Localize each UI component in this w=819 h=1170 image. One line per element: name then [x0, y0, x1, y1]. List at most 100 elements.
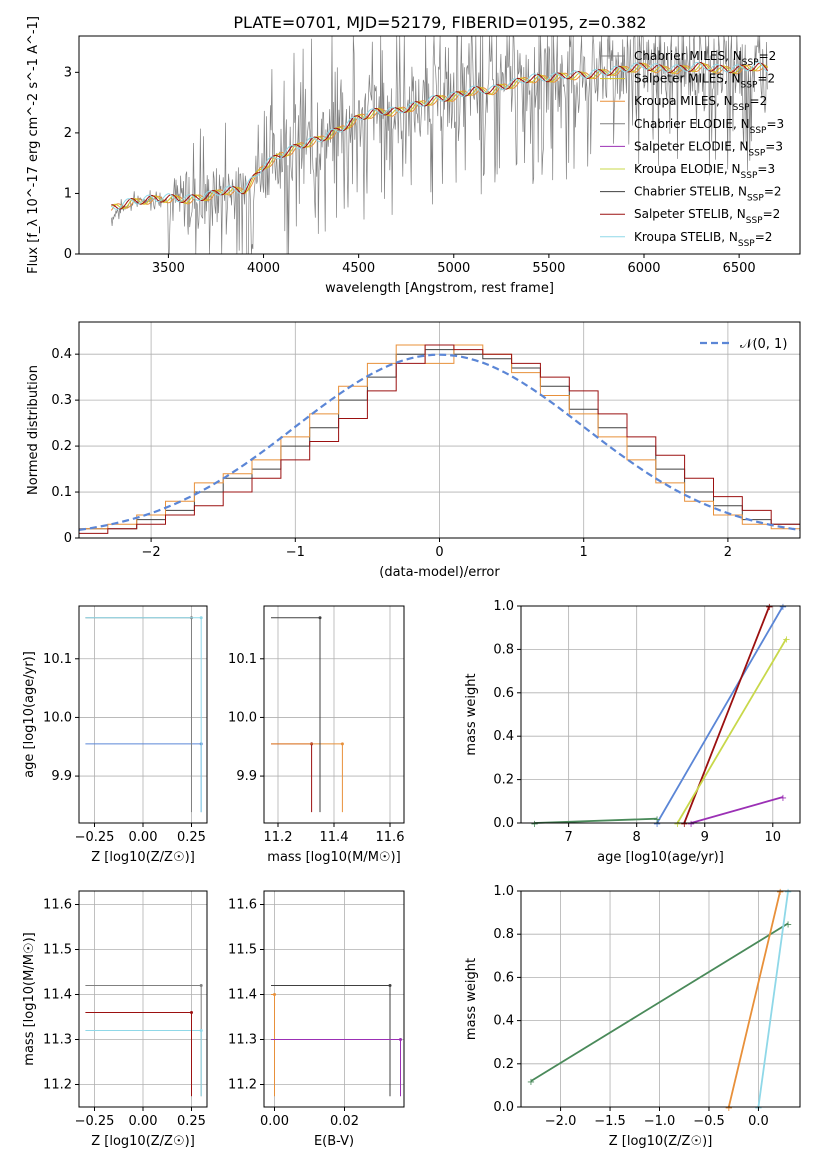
y-tick-label: 1 — [64, 186, 72, 201]
y-tick-label: 0.2 — [493, 1057, 514, 1072]
x-tick-label: 9 — [701, 830, 709, 845]
x-tick-label: −1.0 — [644, 1114, 676, 1129]
x-tick-label: 5500 — [532, 261, 565, 276]
y-tick-label: 1.0 — [493, 884, 514, 899]
data-marker: + — [725, 1103, 733, 1114]
x-tick-label: 0.00 — [260, 1114, 289, 1129]
y-tick-label: 0.6 — [493, 970, 514, 985]
panel-2 — [75, 321, 801, 542]
y-axis-label: Flux [f_λ 10^-17 erg cm^-2 s^-1 A^-1] — [26, 16, 41, 274]
y-tick-label: 0.1 — [51, 485, 72, 500]
data-marker: + — [784, 919, 792, 930]
x-tick-label: −0.25 — [75, 830, 115, 845]
weight-line-3 — [757, 890, 789, 1108]
data-point — [273, 993, 276, 996]
y-tick-label: 10.1 — [228, 652, 257, 667]
y-tick-label: 9.9 — [51, 769, 72, 784]
y-axis-label: mass weight — [464, 958, 479, 1040]
x-axis-label: Z [log10(Z/Z☉)] — [91, 850, 195, 865]
y-tick-label: 0.6 — [493, 686, 514, 701]
x-tick-label: 7 — [564, 830, 572, 845]
y-tick-label: 0.8 — [493, 927, 514, 942]
y-tick-label: 11.3 — [43, 1033, 72, 1048]
y-tick-label: 11.2 — [228, 1078, 257, 1093]
data-point — [399, 1038, 402, 1041]
spectrum-model-line-2 — [110, 62, 769, 209]
legend-entry: Kroupa ELODIE, NSSP=3 — [634, 162, 775, 181]
x-tick-label: 0.02 — [330, 1114, 359, 1129]
x-tick-label: 11.2 — [264, 830, 293, 845]
data-marker: + — [779, 602, 787, 613]
data-point — [189, 1011, 193, 1014]
y-tick-label: 9.9 — [236, 769, 257, 784]
x-tick-label: 4000 — [247, 261, 280, 276]
y-tick-label: 11.5 — [43, 943, 72, 958]
data-marker: + — [530, 819, 538, 830]
histogram-2 — [79, 344, 800, 530]
y-tick-label: 0.4 — [493, 729, 514, 744]
x-tick-label: 0.25 — [177, 830, 206, 845]
x-tick-label: 4500 — [342, 261, 375, 276]
x-tick-label: −1.5 — [594, 1114, 626, 1129]
x-axis-label: (data-model)/error — [379, 565, 500, 580]
weight-line-2 — [727, 890, 782, 1108]
y-tick-label: 0 — [64, 531, 72, 546]
y-tick-label: 10.0 — [228, 710, 257, 725]
legend-entry: Salpeter STELIB, NSSP=2 — [634, 207, 780, 226]
x-tick-label: 6500 — [723, 261, 756, 276]
weight-line-4 — [690, 796, 784, 824]
y-tick-label: 0.2 — [51, 439, 72, 454]
data-marker: + — [765, 602, 773, 613]
weight-line-3 — [676, 638, 788, 824]
x-tick-label: 6000 — [627, 261, 660, 276]
data-point — [388, 984, 392, 987]
spectrum-model-line-4 — [111, 61, 768, 210]
y-tick-label: 0.3 — [51, 393, 72, 408]
y-tick-label: 0.0 — [493, 816, 514, 831]
data-marker: + — [673, 819, 681, 830]
y-tick-label: 11.6 — [43, 898, 72, 913]
x-axis-label: Z [log10(Z/Z☉)] — [91, 1134, 195, 1149]
x-tick-label: 11.4 — [320, 830, 349, 845]
y-tick-label: 11.5 — [228, 943, 257, 958]
panel-6 — [75, 890, 208, 1111]
x-tick-label: −2 — [142, 545, 161, 560]
x-axis-label: mass [log10(M/M☉)] — [267, 850, 400, 865]
x-tick-label: 8 — [633, 830, 641, 845]
x-tick-label: −2.0 — [545, 1114, 577, 1129]
y-tick-label: 10.0 — [43, 710, 72, 725]
data-marker: + — [680, 819, 688, 830]
weight-line-1 — [530, 922, 789, 1082]
y-tick-label: 3 — [64, 65, 72, 80]
y-axis-label: Normed distribution — [26, 365, 41, 495]
weight-line-1 — [656, 605, 784, 824]
x-tick-label: −1 — [286, 545, 305, 560]
y-tick-label: 11.4 — [228, 988, 257, 1003]
axes-frame — [520, 890, 801, 1108]
x-tick-label: 0.00 — [129, 830, 158, 845]
y-tick-label: 0.4 — [493, 1014, 514, 1029]
data-marker: + — [653, 819, 661, 830]
x-tick-label: 2 — [724, 545, 732, 560]
legend-entry: Chabrier STELIB, NSSP=2 — [634, 185, 782, 204]
x-tick-label: 3500 — [152, 261, 185, 276]
x-tick-label: −0.25 — [75, 1114, 115, 1129]
panel-1 — [75, 35, 801, 258]
x-axis-label: age [log10(age/yr)] — [597, 850, 724, 865]
y-tick-label: 11.4 — [43, 988, 72, 1003]
figure-title: PLATE=0701, MJD=52179, FIBERID=0195, z=0… — [233, 13, 646, 32]
weight-line-5 — [534, 817, 658, 824]
data-point — [199, 984, 203, 987]
data-point — [199, 1029, 203, 1032]
x-tick-label: 0.25 — [177, 1114, 206, 1129]
gaussian-curve — [78, 353, 801, 531]
y-tick-label: 0.4 — [51, 347, 72, 362]
x-tick-label: 1 — [580, 545, 588, 560]
data-point — [340, 742, 344, 746]
panel-4 — [260, 605, 405, 827]
data-marker: + — [782, 635, 790, 646]
data-point — [318, 616, 322, 620]
data-marker: + — [687, 819, 695, 830]
x-axis-label: Z [log10(Z/Z☉)] — [609, 1134, 713, 1149]
